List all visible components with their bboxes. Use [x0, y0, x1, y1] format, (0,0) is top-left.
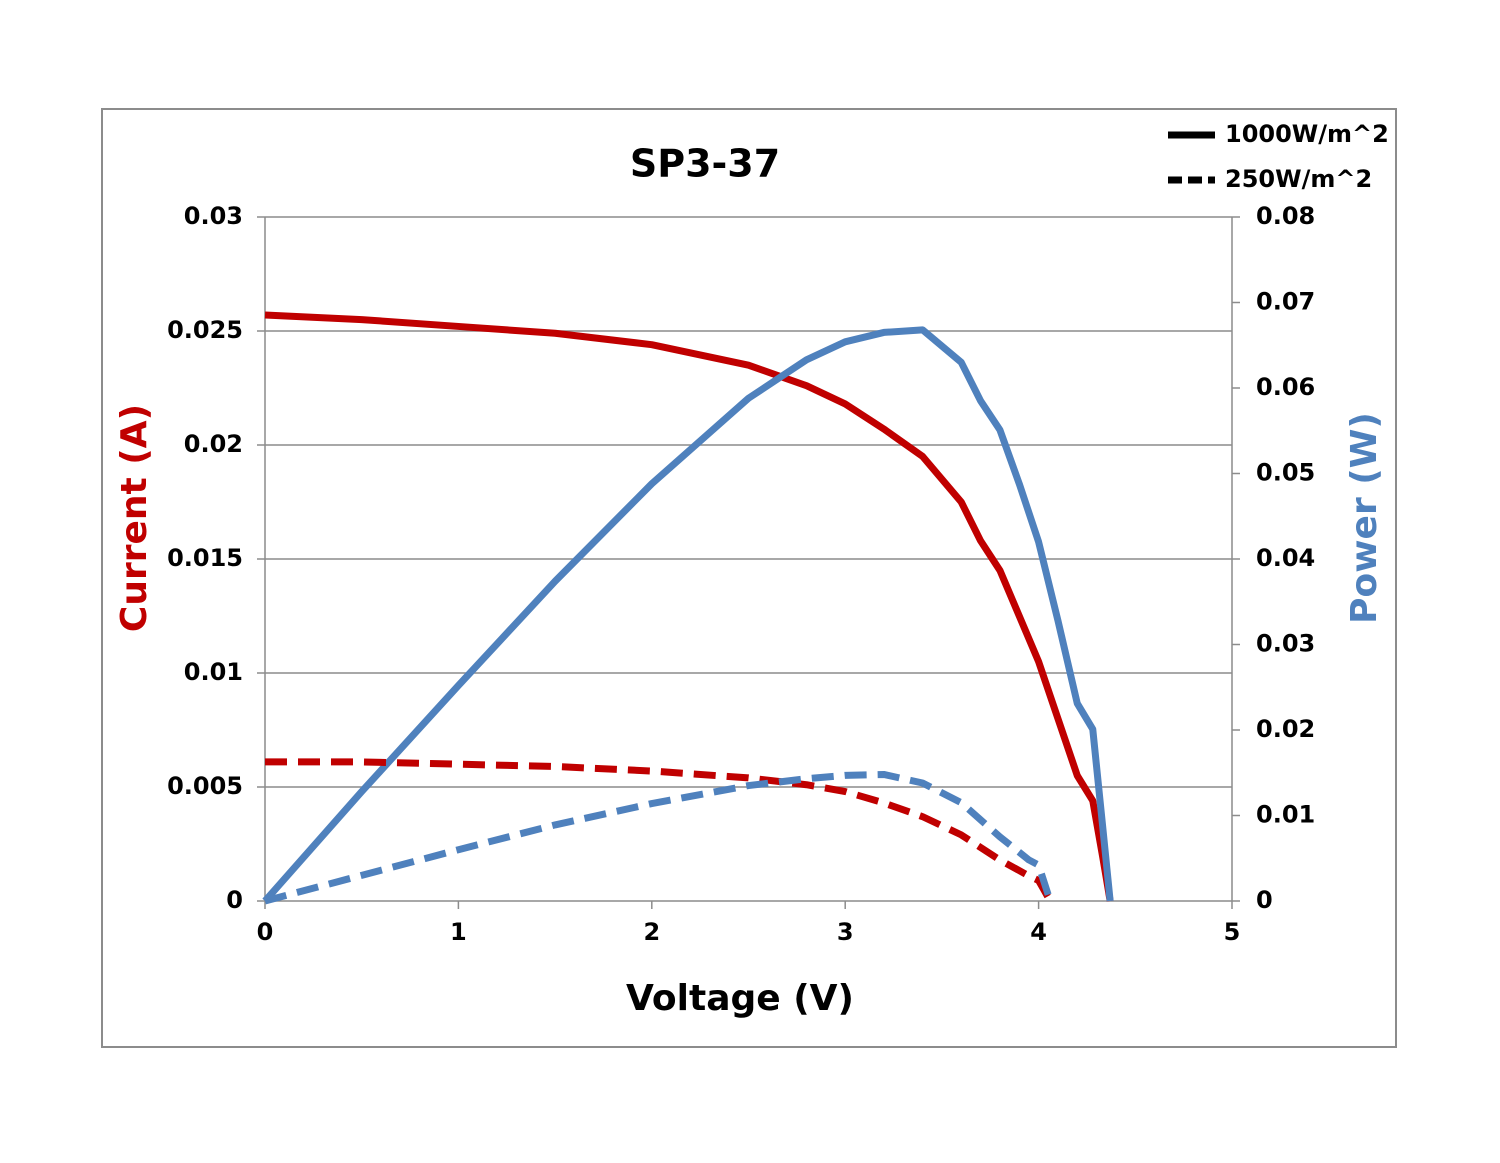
x-tick-label: 0	[257, 918, 274, 946]
current-line	[265, 758, 1054, 903]
y-tick-label: 0	[226, 886, 243, 914]
y2-tick-label: 0.05	[1256, 459, 1315, 487]
y2-tick-label: 0.08	[1256, 202, 1315, 230]
power-line	[262, 326, 1114, 904]
y-tick-label: 0.02	[184, 430, 243, 458]
y2-axis-title: Power (W)	[1344, 412, 1385, 624]
x-tick-label: 5	[1224, 918, 1241, 946]
legend-label: 250W/m^2	[1225, 165, 1372, 193]
y2-tick-label: 0.06	[1256, 373, 1315, 401]
x-tick-label: 1	[450, 918, 467, 946]
y2-tick-label: 0	[1256, 886, 1273, 914]
y2-tick-label: 0.04	[1256, 544, 1315, 572]
y2-tick-label: 0.03	[1256, 630, 1315, 658]
chart-title: SP3-37	[630, 142, 780, 186]
legend-label: 1000W/m^2	[1225, 120, 1389, 148]
chart-frame	[101, 108, 1397, 1048]
x-tick-label: 3	[837, 918, 854, 946]
y-tick-label: 0.015	[167, 544, 243, 572]
x-axis-title: Voltage (V)	[626, 978, 854, 1019]
y-axis-title: Current (A)	[114, 404, 155, 632]
y2-tick-label: 0.01	[1256, 801, 1315, 829]
y-tick-label: 0.01	[184, 658, 243, 686]
y-tick-label: 0.025	[167, 316, 243, 344]
y2-tick-label: 0.02	[1256, 715, 1315, 743]
current-line	[264, 311, 1114, 902]
power-line	[264, 770, 1054, 905]
y-tick-label: 0.005	[167, 772, 243, 800]
y2-tick-label: 0.07	[1256, 288, 1315, 316]
x-tick-label: 4	[1030, 918, 1047, 946]
y-tick-label: 0.03	[184, 202, 243, 230]
x-tick-label: 2	[643, 918, 660, 946]
